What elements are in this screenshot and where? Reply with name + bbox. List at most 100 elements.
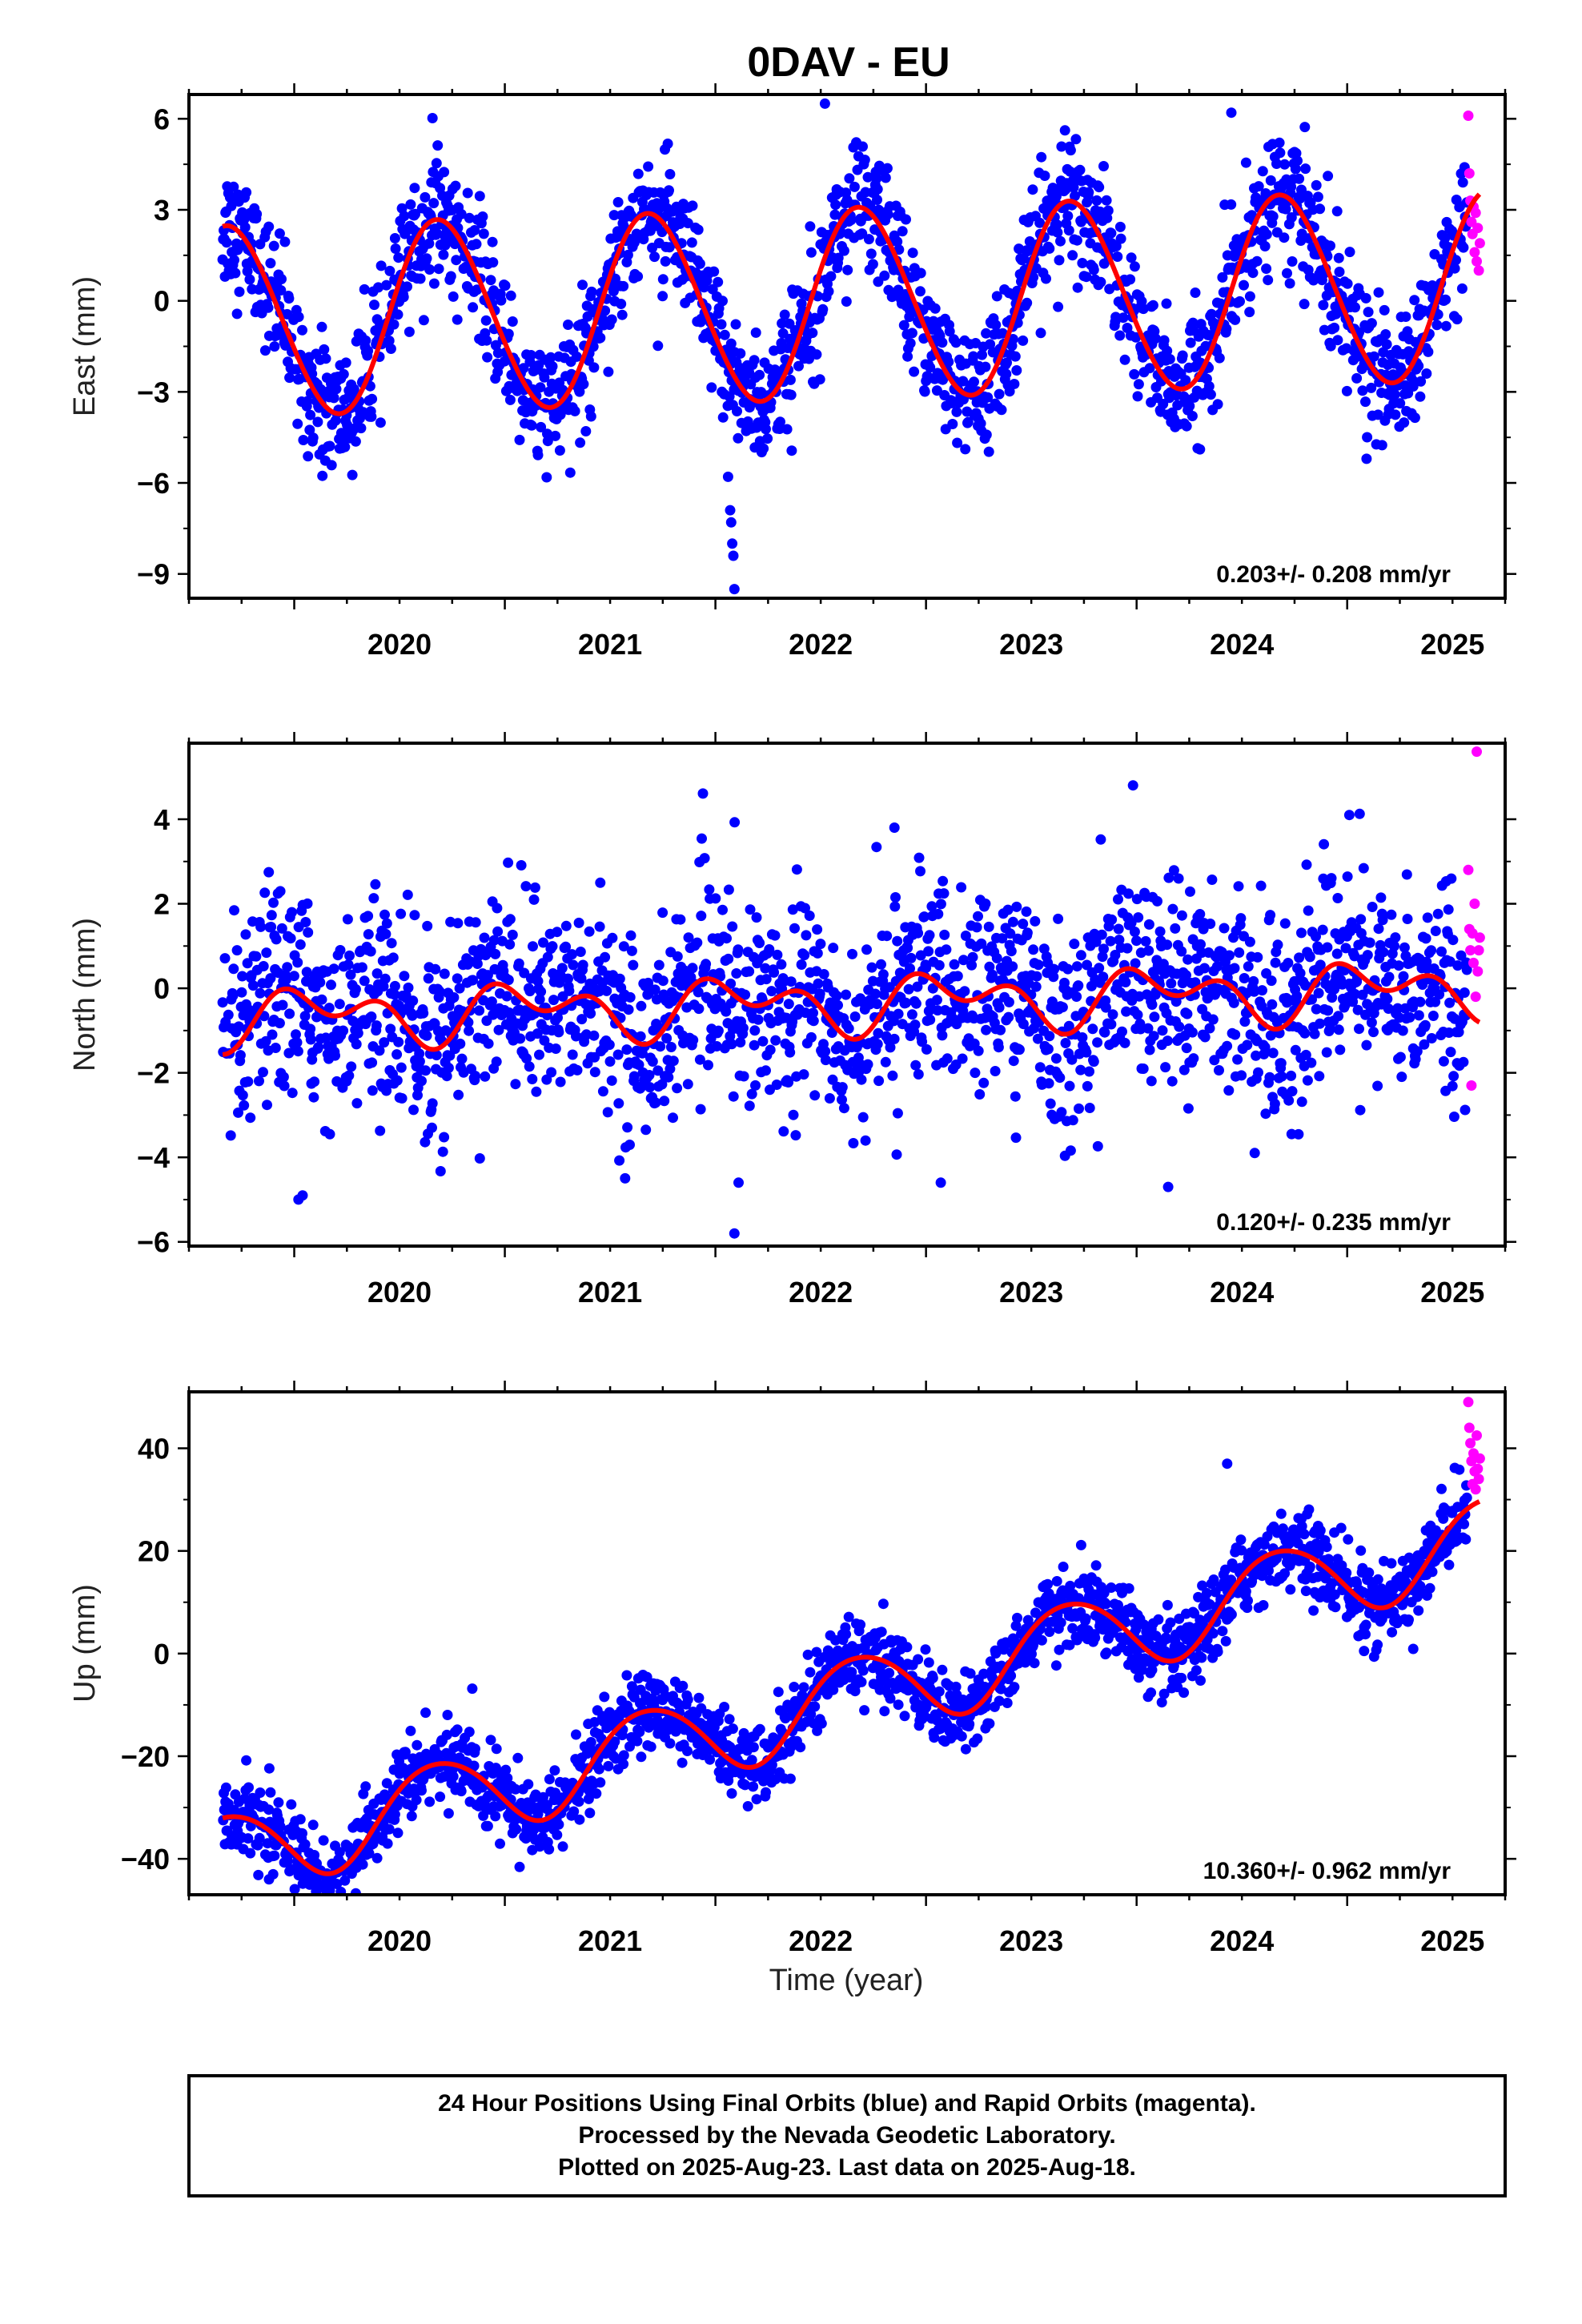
north-final-point [926,901,938,912]
east-final-point [1095,276,1106,287]
north-final-point [860,1135,871,1146]
east-final-point [643,161,654,172]
north-final-point [1082,1080,1093,1092]
east-final-point [1439,232,1451,243]
north-final-point [439,968,450,979]
east-final-point [871,173,882,184]
north-final-point [938,875,949,887]
north-final-point [740,989,751,1000]
east-final-point [947,419,958,429]
north-final-point [862,1059,873,1070]
north-final-point [798,1069,809,1080]
north-final-point [1398,971,1409,982]
east-final-point [1350,302,1360,313]
east-final-point [657,291,669,302]
north-final-point [274,1018,285,1029]
east-final-point [805,221,816,232]
north-final-point [624,991,636,1003]
up-final-point [811,1647,822,1658]
east-final-point [1334,267,1345,277]
east-final-point [1077,258,1088,268]
east-final-point [431,158,442,169]
east-final-point [1449,263,1460,274]
up-final-point [636,1751,647,1763]
east-final-point [833,252,844,263]
north-final-point [435,1166,446,1176]
north-final-point [363,929,374,940]
east-final-point [657,274,669,285]
north-final-point [391,1049,403,1060]
up-final-point [568,1806,580,1817]
up-final-point [482,1820,493,1831]
north-final-point [420,1065,432,1076]
east-final-point [390,243,401,254]
east-final-point [1247,267,1259,279]
east-final-point [1184,400,1195,412]
north-final-point [575,947,586,957]
north-final-point [267,1029,278,1040]
east-final-point [980,361,991,372]
north-final-point [270,1043,281,1053]
north-final-point [932,1005,943,1016]
north-final-point [1354,808,1365,819]
north-final-point [1129,927,1140,937]
north-final-point [326,979,336,991]
north-final-point [1244,936,1255,947]
east-final-point [274,228,285,239]
east-final-point [415,273,426,284]
up-final-points [218,1458,1472,1895]
north-final-point [503,975,514,986]
north-final-point [1204,1023,1215,1034]
north-final-point [1249,1148,1260,1159]
north-final-point [1199,1031,1211,1043]
east-final-point [859,155,870,166]
north-final-point [1296,1096,1307,1108]
east-final-point [1379,304,1390,316]
east-final-point [1226,199,1237,210]
north-final-point [1005,928,1016,939]
north-final-point [990,1066,1001,1076]
east-final-point [1279,159,1291,170]
north-final-point [1148,1031,1159,1042]
north-final-point [650,1097,661,1108]
north-final-point [857,1112,869,1123]
north-final-point [260,1035,271,1047]
up-final-point [754,1723,765,1735]
north-final-point [688,1035,699,1046]
north-final-point [728,1091,739,1102]
north-final-point [1283,958,1294,968]
north-final-point [434,986,445,997]
north-final-point [1130,958,1141,969]
north-final-point [607,932,618,943]
north-final-point [1459,987,1470,998]
up-final-point [773,1687,784,1698]
up-final-point [360,1781,371,1792]
north-final-point [237,971,248,982]
north-final-point [379,1037,390,1048]
north-final-point [366,1011,377,1022]
north-final-point [379,909,390,920]
north-final-point [474,1153,485,1164]
north-final-point [1249,986,1259,997]
north-final-point [841,989,852,1000]
east-final-point [554,445,565,456]
east-final-point [977,349,987,360]
up-final-point [416,1785,427,1796]
east-final-point [1363,307,1374,318]
north-final-point [292,957,303,968]
east-final-point [1312,191,1323,203]
up-final-point [411,1795,422,1806]
east-final-point [478,228,489,239]
east-final-point [1286,212,1297,223]
east-final-point [224,192,235,203]
east-final-point [1112,251,1123,262]
east-final-point [241,187,252,198]
north-final-point [723,884,734,895]
east-final-point [1110,312,1122,323]
north-final-point [227,990,239,1001]
east-final-point [1244,291,1255,302]
north-final-point [993,1042,1004,1053]
north-final-point [769,930,781,941]
north-final-point [744,966,755,977]
north-final-point [288,971,299,982]
